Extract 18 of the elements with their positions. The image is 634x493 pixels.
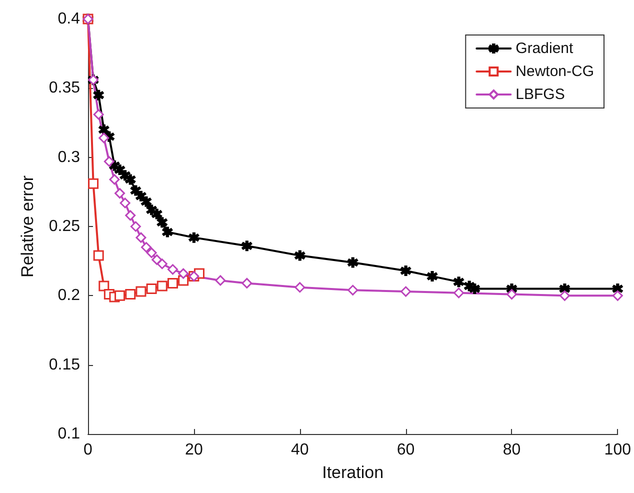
y-tick-label: 0.2 <box>58 287 80 304</box>
x-tick-label: 100 <box>604 442 632 458</box>
y-tick-label: 0.3 <box>58 148 80 166</box>
x-tick-label: 80 <box>502 442 521 458</box>
legend-label: Gradient <box>516 40 574 57</box>
y-tick-label: 0.4 <box>58 10 80 28</box>
x-tick-label: 20 <box>185 442 203 458</box>
y-tick-label: 0.25 <box>48 218 80 235</box>
x-tick-label: 0 <box>84 442 93 458</box>
x-tick-label: 40 <box>290 442 309 458</box>
y-axis-title: Relative error <box>18 175 37 278</box>
y-tick-label: 0.15 <box>48 356 80 374</box>
x-tick-label: 60 <box>396 442 415 458</box>
legend-label: Newton-CG <box>516 63 594 80</box>
y-tick-label: 0.1 <box>58 426 80 442</box>
legend-label: LBFGS <box>516 86 565 103</box>
y-tick-label: 0.35 <box>48 80 80 97</box>
x-axis-title: Iteration <box>322 463 384 482</box>
